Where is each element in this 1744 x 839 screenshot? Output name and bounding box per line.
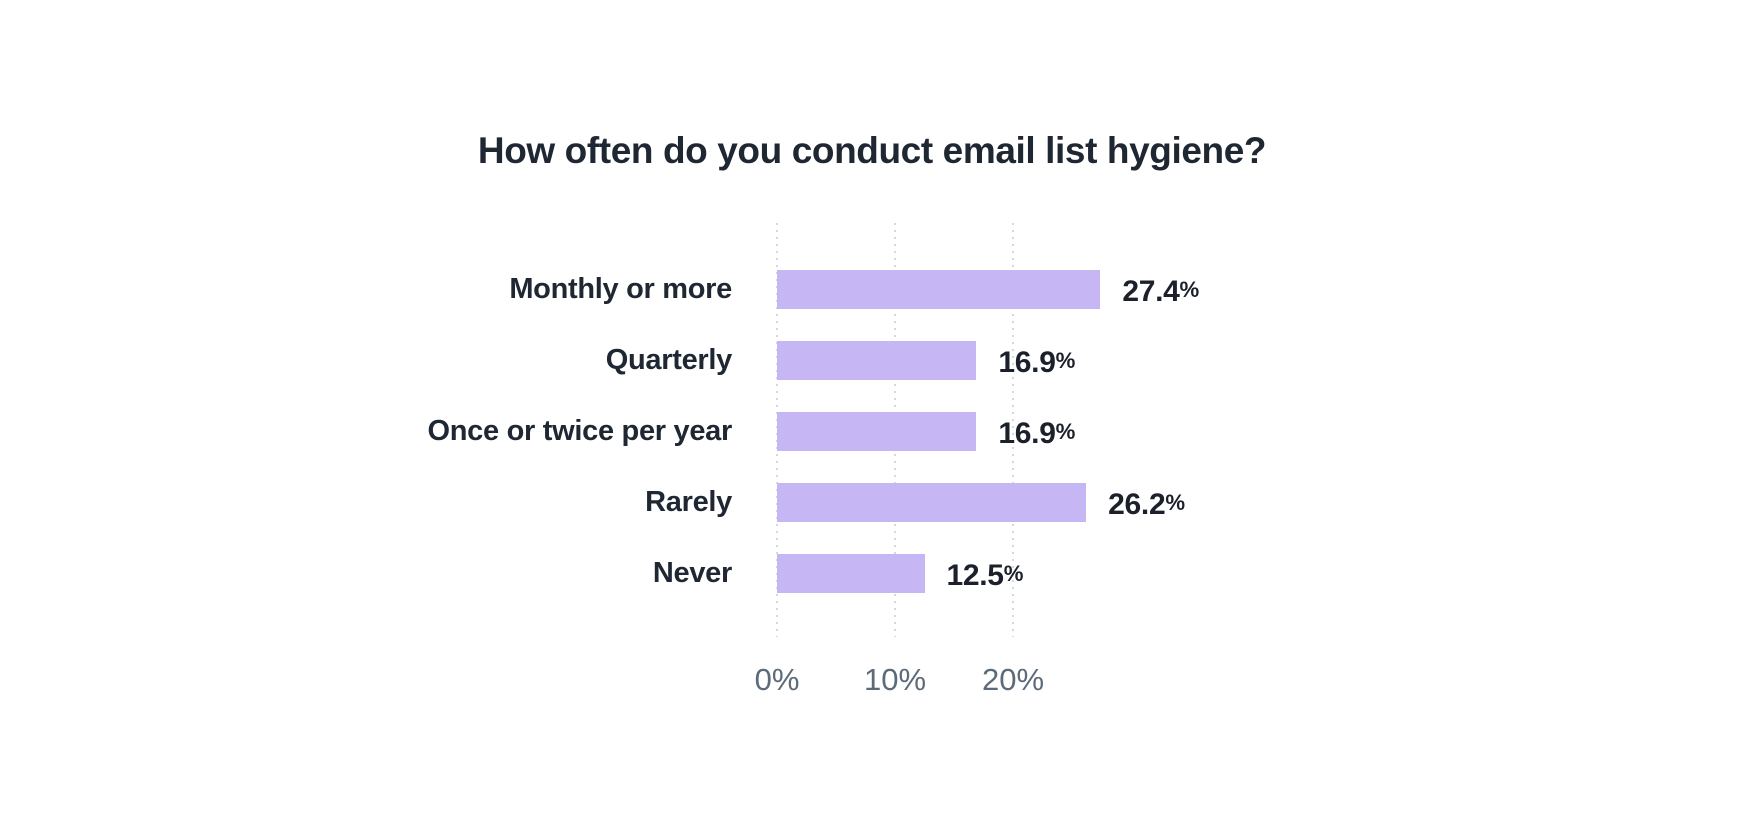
percent-sign: % (1055, 348, 1076, 373)
bar (777, 554, 925, 593)
category-label: Rarely (645, 486, 732, 518)
chart-row: Once or twice per year 16.9% (0, 396, 1744, 467)
x-axis-tick-label: 20% (981, 662, 1045, 697)
chart-title: How often do you conduct email list hygi… (477, 130, 1267, 171)
percent-sign: % (1055, 419, 1076, 444)
chart-row: Rarely 26.2% (0, 467, 1744, 538)
chart-row: Monthly or more 27.4% (0, 254, 1744, 325)
value-label: 12.5% (946, 558, 1024, 592)
bar (777, 412, 977, 451)
bar (777, 341, 977, 380)
gridline (1012, 223, 1014, 637)
percent-sign: % (1165, 490, 1185, 515)
value-label: 26.2% (1108, 487, 1185, 521)
percent-sign: % (1003, 561, 1024, 586)
x-axis-tick-label: 0% (754, 662, 800, 697)
category-label: Monthly or more (509, 273, 732, 305)
category-label: Never (652, 557, 732, 589)
category-label: Quarterly (605, 344, 733, 376)
category-label: Once or twice per year (427, 415, 733, 447)
value-label: 16.9% (998, 416, 1076, 450)
x-axis-tick-label: 10% (863, 662, 927, 697)
bar (777, 270, 1101, 309)
chart-row: Quarterly 16.9% (0, 325, 1744, 396)
bar (777, 483, 1087, 522)
value-label: 16.9% (998, 345, 1076, 379)
chart-row: Never 12.5% (0, 538, 1744, 609)
value-label: 27.4% (1122, 274, 1200, 308)
percent-sign: % (1179, 277, 1200, 302)
